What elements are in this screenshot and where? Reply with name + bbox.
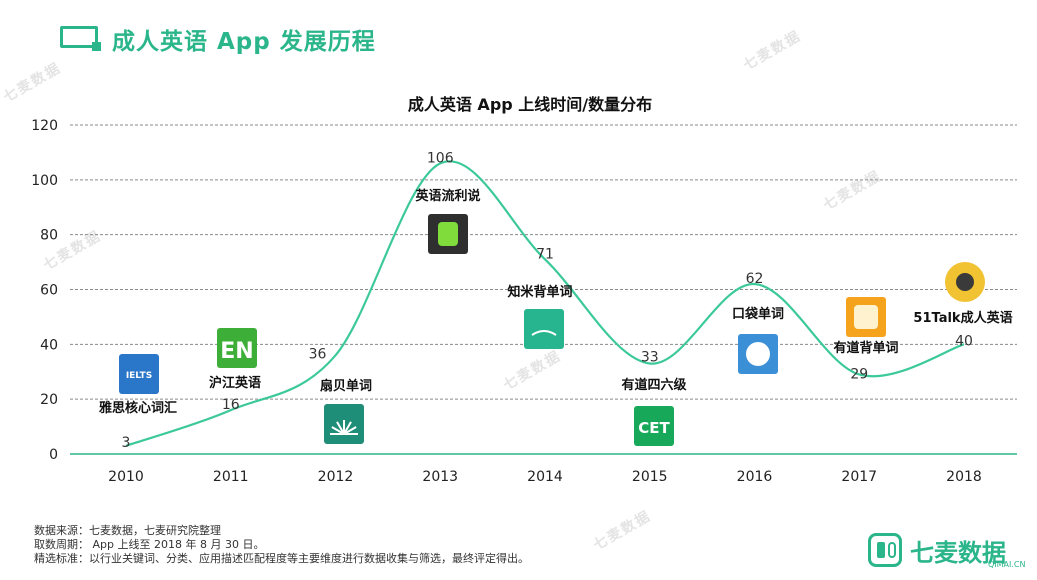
x-axis: 2010 2011 2012 2013 2014 2015 2016 2017 2018 — [108, 469, 982, 485]
app-name-label: 有道四六级 — [621, 377, 687, 393]
icon-face — [438, 222, 458, 246]
icon-bg — [524, 309, 564, 349]
en-icon: EN — [217, 328, 257, 368]
data-label: 62 — [746, 271, 764, 287]
icon-book — [531, 330, 557, 336]
y-tick-label: 0 — [49, 447, 58, 463]
data-label: 16 — [222, 397, 240, 413]
y-axis: 0 20 40 60 80 100 120 — [31, 118, 58, 463]
app-name-label: 51Talk成人英语 — [913, 310, 1012, 326]
youdao-icon — [846, 297, 886, 337]
icon-glyph: CET — [638, 419, 670, 437]
qimai-logo: 七麦数据 QIMAI.CN — [868, 530, 1026, 570]
logo-text: 七麦数据 — [910, 538, 1006, 567]
source-line: 数据来源：七麦数据，七麦研究院整理 — [34, 524, 221, 537]
data-label: 40 — [955, 333, 973, 349]
koudai-icon — [738, 334, 778, 374]
series-line — [125, 160, 965, 447]
icon-glyph: EN — [220, 339, 253, 364]
ielts-icon: IELTS — [119, 354, 159, 394]
app-name-label: 有道背单词 — [833, 340, 898, 356]
y-tick-label: 20 — [40, 392, 58, 408]
app-name-label: 扇贝单词 — [320, 378, 372, 394]
qimai-logo-icon — [868, 533, 902, 567]
x-tick-label: 2013 — [422, 469, 458, 485]
cet-icon: CET — [634, 406, 674, 446]
icon-bg — [217, 328, 257, 368]
icon-bird — [956, 273, 974, 291]
app-name-label: 雅思核心词汇 — [99, 400, 177, 416]
y-tick-label: 100 — [31, 173, 58, 189]
criteria-line: 精选标准：以行业关键词、分类、应用描述匹配程度等主要维度进行数据收集与筛选，最终… — [34, 552, 529, 565]
y-tick-label: 40 — [40, 337, 58, 353]
x-tick-label: 2011 — [213, 469, 249, 485]
icon-bg — [119, 354, 159, 394]
x-tick-label: 2010 — [108, 469, 144, 485]
app-name-label: 沪江英语 — [209, 375, 261, 391]
x-tick-label: 2012 — [318, 469, 354, 485]
data-labels: 3 16 36 106 71 33 62 29 40 — [122, 150, 973, 450]
shanbay-icon — [324, 404, 364, 444]
page-title: 成人英语 App 发展历程 — [112, 29, 376, 55]
y-tick-label: 120 — [31, 118, 58, 134]
51talk-icon — [945, 262, 985, 302]
data-label: 36 — [309, 346, 327, 362]
data-label: 29 — [850, 366, 868, 382]
data-label: 106 — [427, 150, 454, 166]
data-label: 71 — [536, 246, 554, 262]
chart-title: 成人英语 App 上线时间/数量分布 — [408, 95, 652, 114]
icon-circle — [746, 342, 770, 366]
app-icons: IELTS EN CET — [119, 214, 985, 446]
icon-bg — [634, 406, 674, 446]
icon-ray — [331, 426, 345, 435]
x-tick-label: 2014 — [527, 469, 563, 485]
header-frame-icon — [60, 26, 101, 51]
x-tick-label: 2018 — [946, 469, 982, 485]
icon-ray — [336, 421, 345, 435]
x-tick-label: 2016 — [737, 469, 773, 485]
logo-subtext: QIMAI.CN — [988, 560, 1026, 569]
data-label: 33 — [641, 350, 659, 366]
x-tick-label: 2015 — [632, 469, 668, 485]
source-notes: 数据来源：七麦数据，七麦研究院整理 取数周期： App 上线至 2018 年 8… — [34, 524, 529, 566]
period-line: 取数周期： App 上线至 2018 年 8 月 30 日。 — [34, 538, 265, 551]
y-tick-label: 60 — [40, 283, 58, 299]
app-name-label: 口袋单词 — [732, 306, 784, 322]
liulishuo-icon — [428, 214, 468, 254]
app-name-label: 知米背单词 — [507, 284, 572, 300]
app-name-label: 英语流利说 — [414, 188, 480, 204]
icon-card — [854, 305, 878, 329]
icon-ray — [343, 426, 357, 435]
icon-glyph: IELTS — [126, 371, 152, 381]
y-tick-label: 80 — [40, 228, 58, 244]
x-tick-label: 2017 — [841, 469, 877, 485]
icon-ray — [343, 421, 352, 435]
data-label: 3 — [122, 435, 131, 451]
zhimi-icon — [524, 309, 564, 349]
